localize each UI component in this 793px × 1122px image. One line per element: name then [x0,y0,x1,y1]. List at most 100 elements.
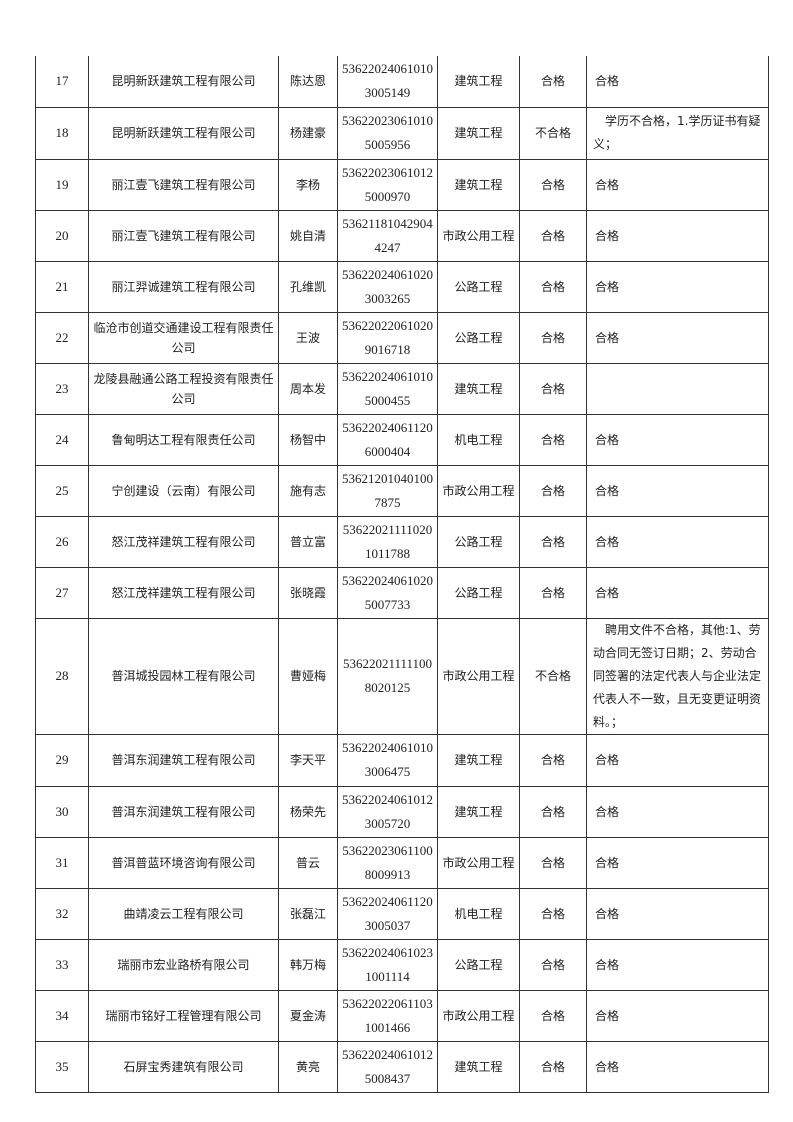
review-remark: 合格 [586,989,769,1042]
company-name: 普洱普蓝环境咨询有限公司 [88,836,279,889]
certificate-number: 536211810429044247 [337,209,438,262]
company-name-text: 临沧市创道交通建设工程有限责任公司 [93,320,274,355]
review-result: 合格 [519,362,587,415]
row-number-text: 30 [55,803,69,819]
person-name: 陈达恩 [278,56,338,108]
review-result-text: 合格 [540,483,565,498]
registration-category: 公路工程 [437,260,520,313]
review-result: 合格 [519,158,587,211]
person-name-text: 王波 [295,330,320,345]
row-number: 25 [35,464,89,517]
review-remark-text: 合格 [595,74,620,89]
review-result-text: 合格 [540,177,565,192]
person-name: 夏金涛 [278,989,338,1042]
review-remark: 合格 [586,785,769,838]
review-remark-text: 合格 [595,585,620,600]
person-name-text: 杨荣先 [289,804,326,819]
table-row: 26 怒江茂祥建筑工程有限公司 普立富 536220211110201011788 公路… [35,515,769,568]
review-result: 合格 [519,1040,587,1093]
registration-category-text: 公路工程 [454,279,503,294]
row-number-text: 28 [55,668,69,683]
certificate-number: 536220230610125000970 [337,158,438,211]
row-number-text: 35 [55,1058,69,1074]
review-result: 合格 [519,464,587,517]
row-number: 19 [35,158,89,211]
review-remark-text: 学历不合格，1.学历证书有疑义； [593,114,761,151]
table-row: 28 普洱城投园林工程有限公司 曹娅梅 536220211111008020125 市政… [35,617,769,735]
person-name: 杨荣先 [278,785,338,838]
company-name: 怒江茂祥建筑工程有限公司 [88,515,279,568]
review-result-text: 合格 [540,279,565,294]
review-remark: 合格 [586,158,769,211]
registration-category: 建筑工程 [437,158,520,211]
table-row: 29 普洱东润建筑工程有限公司 李天平 536220240610103006475 建筑… [35,733,769,787]
company-name-text: 石屏宝秀建筑有限公司 [123,1059,244,1074]
person-name: 李天平 [278,733,338,787]
company-name-text: 丽江壹飞建筑工程有限公司 [111,177,256,192]
table-row: 18 昆明新跃建筑工程有限公司 杨建豪 536220230610105005956 建筑… [35,106,769,160]
certificate-number: 536220230611008009913 [337,836,438,889]
review-remark-text: 合格 [595,177,620,192]
person-name: 黄亮 [278,1040,338,1093]
registration-category-text: 建筑工程 [454,753,503,767]
company-name-text: 普洱普蓝环境咨询有限公司 [111,855,256,870]
person-name-text: 陈达恩 [289,74,326,89]
certificate-number: 536220240611203005037 [337,887,438,940]
person-name: 施有志 [278,464,338,517]
company-name: 丽江壹飞建筑工程有限公司 [88,209,279,262]
company-name: 石屏宝秀建筑有限公司 [88,1040,279,1093]
person-name-text: 杨建豪 [289,126,326,140]
review-result-text: 合格 [540,1059,565,1074]
company-name-text: 曲靖凌云工程有限公司 [123,906,244,921]
company-name: 龙陵县融通公路工程投资有限责任公司 [88,362,279,415]
registration-category-text: 建筑工程 [454,804,503,819]
company-name: 宁创建设（云南）有限公司 [88,464,279,517]
company-name-text: 龙陵县融通公路工程投资有限责任公司 [93,371,274,406]
registration-category: 建筑工程 [437,733,520,787]
review-result-text: 合格 [540,753,565,767]
certificate-number-text: 536220220611031001466 [342,995,433,1035]
registration-category: 建筑工程 [437,785,520,838]
review-result-text: 合格 [540,804,565,819]
registration-category: 市政公用工程 [437,836,520,889]
certificate-number: 536212010401007875 [337,464,438,517]
review-result: 不合格 [519,617,587,735]
registration-category: 建筑工程 [437,1040,520,1093]
row-number: 30 [35,785,89,838]
certificate-number-text: 536220240610231001114 [342,944,433,984]
certificate-number-text: 536220240611206000404 [342,419,433,459]
row-number-text: 18 [55,125,69,140]
certificate-number: 536220230610105005956 [337,106,438,160]
row-number-text: 17 [55,73,69,89]
review-remark-text: 合格 [595,804,620,819]
registration-category-text: 建筑工程 [454,177,503,192]
review-remark-text: 合格 [595,855,620,870]
registration-category: 建筑工程 [437,106,520,160]
registration-category-text: 公路工程 [454,957,503,972]
company-name-text: 昆明新跃建筑工程有限公司 [111,74,256,89]
company-name: 昆明新跃建筑工程有限公司 [88,106,279,160]
certificate-number-text: 536220230611008009913 [342,842,433,882]
review-result: 合格 [519,836,587,889]
person-name: 李杨 [278,158,338,211]
person-name-text: 曹娅梅 [289,669,326,683]
review-remark: 合格 [586,209,769,262]
table-row: 22 临沧市创道交通建设工程有限责任公司 王波 5362202206102090167… [35,311,769,364]
certificate-number-text: 536220240611203005037 [342,893,433,933]
table-row: 20 丽江壹飞建筑工程有限公司 姚自清 536211810429044247 市政公用工… [35,209,769,262]
person-name-text: 李天平 [289,753,326,767]
row-number: 35 [35,1040,89,1093]
registration-category-text: 建筑工程 [454,126,503,140]
company-name: 丽江壹飞建筑工程有限公司 [88,158,279,211]
review-remark: 合格 [586,887,769,940]
review-remark: 聘用文件不合格，其他:1、劳动合同无签订日期；2、劳动合同签署的法定代表人与企业… [586,617,769,735]
registration-category-text: 市政公用工程 [442,483,515,498]
registration-category: 机电工程 [437,413,520,466]
company-name-text: 丽江羿诚建筑工程有限公司 [111,279,256,294]
certificate-number-text: 536212010401007875 [342,470,433,510]
registration-category: 机电工程 [437,887,520,940]
row-number-text: 20 [55,227,69,243]
certificate-number: 536220240610125008437 [337,1040,438,1093]
review-remark-text: 合格 [595,957,620,972]
review-result: 合格 [519,260,587,313]
